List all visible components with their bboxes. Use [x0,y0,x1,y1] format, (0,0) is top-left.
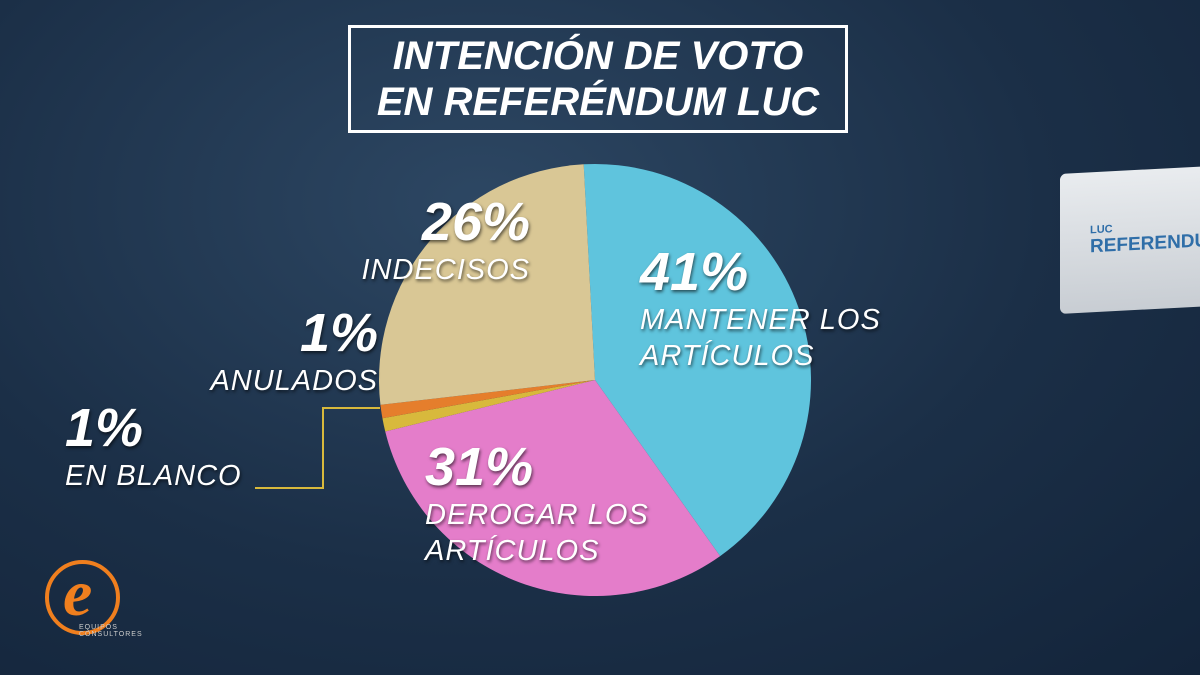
logo: e EQUIPOS CONSULTORES [45,557,142,638]
pie-slice [583,163,811,557]
value-label: 26% [421,192,530,252]
slice-label: 41% MANTENER LOS ARTÍCULOS [640,242,920,374]
slice-label: 31% DEROGAR LOS ARTÍCULOS [425,437,725,569]
pie-slice [380,380,595,419]
logo-text: EQUIPOS CONSULTORES [79,624,143,638]
value-label: 31% [425,437,534,497]
category-label: EN BLANCO [65,460,242,492]
logo-letter: e [63,557,93,630]
leader-line [255,407,380,489]
category-label: ANULADOS [210,365,378,397]
slice-label: 1% EN BLANCO [65,398,285,494]
category-label: INDECISOS [361,254,530,286]
slice-label: 26% INDECISOS [330,192,530,288]
category-label: DEROGAR LOS ARTÍCULOS [425,499,649,567]
value-label: 1% [299,303,378,363]
value-label: 1% [65,398,144,458]
pie-slice [385,380,721,597]
category-label: MANTENER LOS ARTÍCULOS [640,304,881,372]
pie-slice [382,380,595,432]
value-label: 41% [640,242,749,302]
slice-label: 1% ANULADOS [150,303,378,399]
chart-title: INTENCIÓN DE VOTO EN REFERÉNDUM LUC [348,25,848,133]
pie-slice [379,164,595,405]
